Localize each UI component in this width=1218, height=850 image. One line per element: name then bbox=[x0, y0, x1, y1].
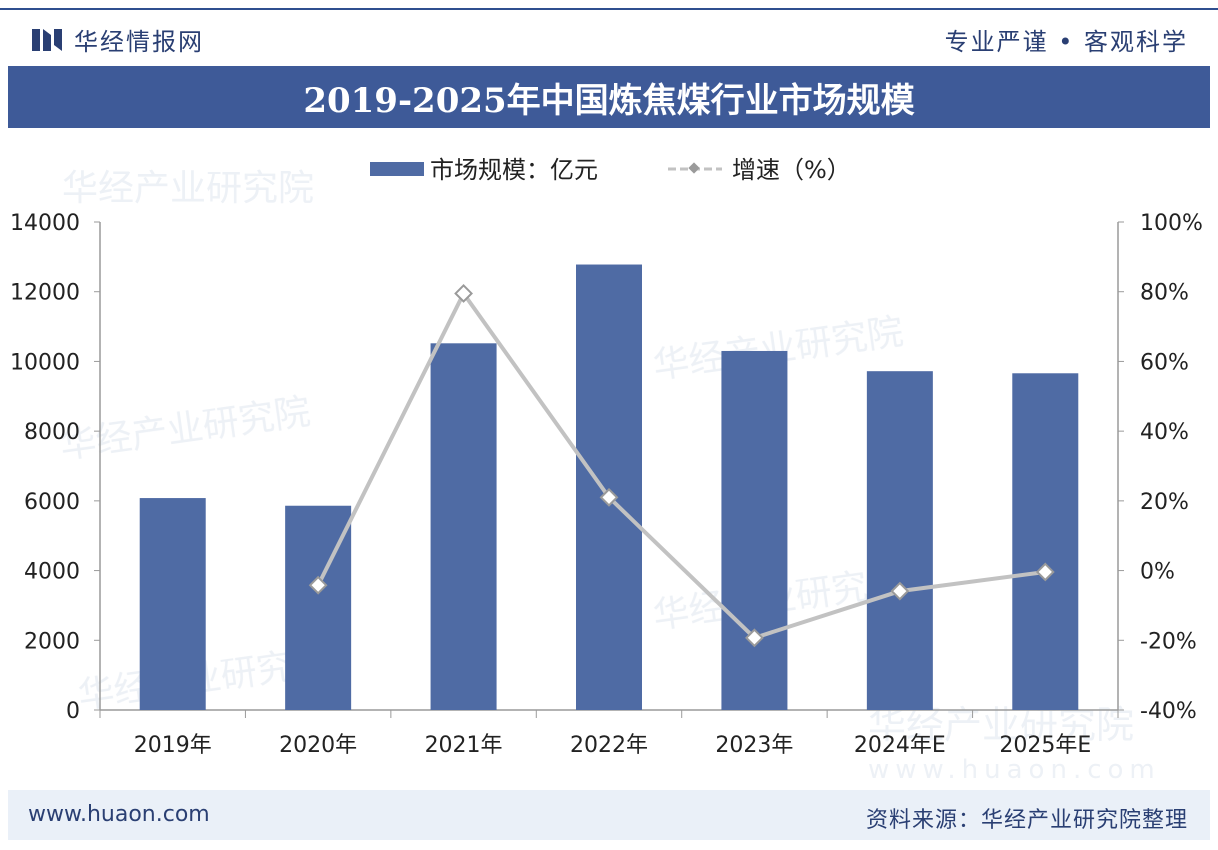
legend-line-label: 增速（%） bbox=[732, 156, 851, 184]
footer-bar bbox=[8, 790, 1210, 840]
x-axis-ticks: 2019年 2020年 2021年 2022年 2023年 2024年E 2025年E bbox=[99, 710, 1119, 758]
growth-point bbox=[599, 487, 619, 507]
brand-name: 华经情报网 bbox=[74, 28, 204, 56]
growth-line bbox=[316, 289, 1046, 641]
left-tick-label: 6000 bbox=[24, 490, 80, 515]
x-tick-label: 2023年 bbox=[715, 733, 793, 758]
bar bbox=[721, 350, 788, 710]
bar bbox=[866, 371, 933, 710]
x-tick-label: 2025年E bbox=[999, 733, 1091, 758]
watermark-text: 华经产业研究院 bbox=[62, 168, 314, 209]
footer-source: 资料来源：华经产业研究院整理 bbox=[865, 808, 1188, 833]
x-tick-label: 2021年 bbox=[425, 733, 503, 758]
bar bbox=[576, 264, 642, 710]
x-tick-label: 2019年 bbox=[134, 733, 212, 758]
right-tick-label: -20% bbox=[1140, 629, 1197, 654]
bar-series bbox=[139, 264, 1079, 710]
top-rule bbox=[0, 8, 1218, 10]
right-tick-label: 40% bbox=[1140, 420, 1189, 445]
x-tick-label: 2020年 bbox=[279, 733, 357, 758]
bar bbox=[430, 343, 497, 710]
footer-url: www.huaon.com bbox=[28, 802, 210, 827]
x-tick-label: 2022年 bbox=[570, 733, 648, 758]
growth-point bbox=[454, 284, 473, 303]
right-tick-label: 60% bbox=[1140, 350, 1189, 375]
left-tick-label: 4000 bbox=[24, 560, 80, 585]
left-tick-label: 2000 bbox=[24, 629, 80, 654]
right-tick-label: 80% bbox=[1140, 281, 1189, 306]
left-axis-ticks: 0 2000 4000 6000 8000 10000 12000 14000 bbox=[10, 211, 100, 724]
right-tick-label: 20% bbox=[1140, 490, 1189, 515]
right-tick-label: 0% bbox=[1140, 560, 1175, 585]
watermark-url: www.huaon.com bbox=[868, 755, 1161, 785]
line-series bbox=[308, 284, 1055, 648]
brand: 华经情报网 bbox=[32, 22, 204, 57]
brand-logo-icon bbox=[32, 28, 62, 51]
right-tick-label: 100% bbox=[1140, 211, 1203, 236]
x-tick-label: 2024年E bbox=[854, 733, 946, 758]
legend-line-marker bbox=[688, 162, 700, 174]
growth-point bbox=[308, 575, 328, 595]
chart: 华经产业研究院 华经产业研究院 华经产业研究院 华经产业研究院 华经产业研究院 … bbox=[10, 156, 1203, 785]
left-tick-label: 0 bbox=[66, 699, 80, 724]
bar bbox=[139, 498, 206, 710]
legend: 市场规模：亿元 增速（%） bbox=[370, 156, 851, 184]
left-tick-label: 12000 bbox=[10, 281, 80, 306]
growth-point bbox=[1035, 562, 1055, 582]
left-tick-label: 14000 bbox=[10, 211, 80, 236]
legend-bar-swatch bbox=[370, 162, 424, 176]
growth-point bbox=[745, 628, 764, 648]
bar bbox=[1012, 373, 1079, 710]
chart-title: 2019-2025年中国炼焦煤行业市场规模 bbox=[8, 66, 1210, 128]
legend-bar-label: 市场规模：亿元 bbox=[430, 156, 598, 184]
watermark-text: 华经产业研究院 bbox=[58, 391, 313, 467]
left-tick-label: 8000 bbox=[24, 420, 80, 445]
right-axis-ticks: -40% -20% 0% 20% 40% 60% 80% 100% bbox=[1118, 211, 1203, 724]
right-tick-label: -40% bbox=[1140, 699, 1197, 724]
slogan: 专业严谨 • 客观科学 bbox=[944, 28, 1188, 56]
left-tick-label: 10000 bbox=[10, 350, 80, 375]
growth-point bbox=[890, 581, 910, 601]
